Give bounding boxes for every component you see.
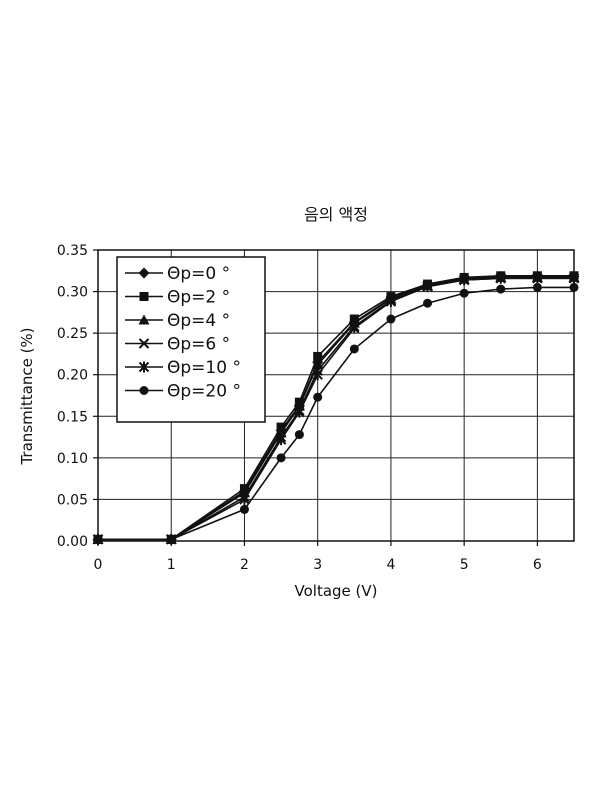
data-point [294, 406, 305, 418]
x-tick-label: 4 [386, 557, 395, 573]
legend: Θp=0 ° Θp=2 ° Θp=4 ° Θp=6 ° Θp=10 ° Θp=20 ° [116, 256, 266, 423]
data-point [386, 314, 396, 324]
legend-item: Θp=6 ° [125, 335, 230, 355]
data-point [459, 288, 469, 298]
y-tick-label: 0.00 [57, 534, 88, 550]
data-point [569, 282, 579, 292]
data-point [276, 453, 286, 463]
data-point [532, 282, 542, 292]
legend-label: Θp=4 ° [167, 311, 230, 331]
x-tick-label: 0 [94, 557, 103, 573]
data-point [458, 274, 470, 286]
legend-marker [139, 292, 149, 301]
data-point [349, 322, 360, 334]
legend-marker [138, 361, 150, 373]
y-tick-label: 0.35 [57, 243, 88, 259]
data-point [495, 272, 506, 284]
legend-item: Θp=20 ° [125, 382, 241, 402]
data-point [239, 493, 250, 505]
legend-box [116, 256, 266, 423]
data-point [422, 281, 433, 293]
data-point [532, 272, 543, 284]
data-point [294, 430, 304, 440]
data-point [496, 284, 506, 294]
data-point [239, 504, 249, 514]
series-layer [92, 271, 580, 545]
data-point [312, 369, 323, 381]
x-tick-label: 5 [460, 557, 469, 573]
x-tick-label: 2 [240, 557, 249, 573]
x-tick-label: 3 [313, 557, 322, 573]
data-point [313, 392, 323, 402]
legend-label: Θp=10 ° [167, 358, 241, 378]
data-point [275, 434, 287, 446]
axis-ticks: 0.00 0.05 0.10 0.15 0.20 0.25 0.30 0.35 0 1 2 3 4 5 6 [57, 243, 542, 573]
data-point [568, 272, 580, 284]
plot-area-frame [97, 249, 575, 542]
legend-marker [138, 267, 150, 279]
legend-item: Θp=10 ° [125, 358, 241, 378]
y-tick-label: 0.15 [57, 409, 88, 425]
legend-item: Θp=4 ° [125, 311, 230, 331]
y-axis-label: Transmittance (%) [18, 327, 36, 465]
legend-marker [138, 314, 150, 325]
legend-label: Θp=0 ° [167, 264, 230, 284]
legend-item: Θp=2 ° [125, 288, 230, 308]
y-tick-label: 0.05 [57, 492, 88, 508]
x-tick-label: 6 [533, 557, 542, 573]
data-point [166, 534, 176, 544]
legend-label: Θp=2 ° [167, 288, 230, 308]
legend-item: Θp=0 ° [125, 264, 230, 284]
data-point [313, 351, 323, 361]
legend-label: Θp=6 ° [167, 335, 230, 355]
data-point [349, 344, 359, 354]
data-point [276, 422, 286, 432]
legend-marker [138, 338, 150, 349]
y-tick-label: 0.30 [57, 285, 88, 301]
chart-title: 음의 액정 [304, 205, 368, 224]
series-6 [93, 282, 579, 544]
data-point [385, 296, 397, 308]
data-point [423, 298, 433, 308]
data-point [93, 534, 103, 544]
legend-marker [139, 386, 149, 395]
x-axis-label: Voltage (V) [295, 582, 378, 600]
x-tick-label: 1 [167, 557, 176, 573]
y-tick-label: 0.10 [57, 451, 88, 467]
y-tick-label: 0.20 [57, 368, 88, 384]
y-tick-label: 0.25 [57, 326, 88, 342]
legend-label: Θp=20 ° [167, 382, 241, 402]
